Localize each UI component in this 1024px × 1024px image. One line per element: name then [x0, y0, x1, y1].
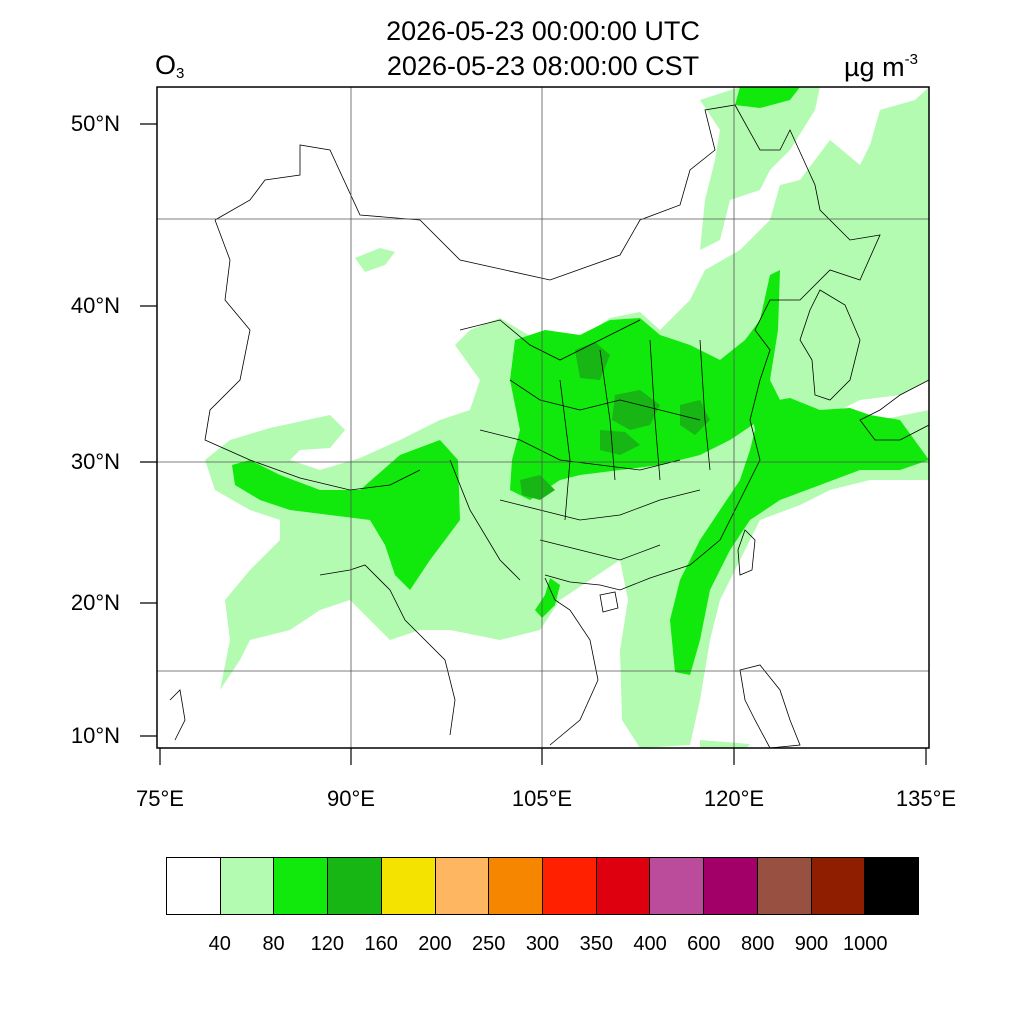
legend-tick-0: 40 — [208, 933, 231, 955]
sri-lanka-coast — [169, 689, 186, 741]
legend-swatch-5 — [435, 858, 490, 914]
lat-label-10n: 10°N — [70, 723, 120, 748]
korea-outline — [799, 289, 861, 401]
lon-label-120e: 120°E — [703, 786, 765, 811]
unit-label: µg m-3 — [844, 52, 918, 81]
legend-swatch-8 — [596, 858, 651, 914]
legend-swatch-4 — [381, 858, 436, 914]
legend-swatch-9 — [650, 858, 705, 914]
india-border — [204, 219, 421, 491]
lon-label-90e: 90°E — [327, 786, 375, 811]
taiwan-outline — [737, 529, 756, 576]
graticule — [157, 87, 929, 748]
title-utc-time: 2026-05-23 00:00:00 UTC — [386, 16, 700, 46]
burma-coast — [319, 564, 456, 736]
green-region-central-china — [510, 270, 780, 500]
hainan-outline — [599, 591, 619, 613]
legend-swatch-10 — [704, 858, 758, 914]
light-green-region-northeast — [700, 87, 820, 250]
legend-swatch-7 — [543, 858, 597, 914]
concentration-field — [157, 87, 929, 748]
map-frame — [156, 86, 930, 749]
dark-green-patch-4 — [520, 475, 555, 500]
japan-outline — [859, 379, 929, 441]
legend-swatch-12 — [811, 858, 866, 914]
legend-tick-3: 160 — [364, 933, 398, 955]
china-outline — [214, 104, 881, 591]
legend-swatch-0 — [167, 858, 221, 914]
lon-label-135e: 135°E — [895, 786, 957, 811]
lat-label-30n: 30°N — [70, 449, 120, 474]
legend-tick-7: 350 — [579, 933, 613, 955]
variable-subscript: 3 — [176, 65, 185, 82]
color-legend — [166, 857, 919, 915]
legend-swatch-13 — [865, 858, 919, 914]
green-layer — [232, 87, 929, 675]
green-region-south-patch — [535, 578, 560, 618]
lat-label-40n: 40°N — [70, 293, 120, 318]
legend-swatch-6 — [489, 858, 544, 914]
green-region-east-sea — [670, 398, 929, 675]
legend-tick-1: 80 — [262, 933, 285, 955]
unit-main: µg m — [844, 52, 905, 82]
legend-tick-9: 600 — [687, 933, 721, 955]
internal-provinces — [449, 319, 711, 581]
legend-tick-12: 1000 — [842, 933, 888, 955]
light-green-region-pacific — [700, 740, 750, 748]
legend-tick-6: 300 — [525, 933, 560, 955]
title-cst-time: 2026-05-23 08:00:00 CST — [386, 51, 700, 81]
dark-green-patch-3 — [600, 430, 640, 455]
unit-superscript: -3 — [904, 51, 918, 68]
green-region-north-patch — [735, 87, 800, 108]
variable-main: O — [155, 50, 177, 80]
legend-swatch-1 — [220, 858, 275, 914]
legend-tick-11: 900 — [794, 933, 829, 955]
dark-green-patch-5 — [680, 400, 710, 435]
dark-green-patch-1 — [575, 342, 610, 380]
lon-label-75e: 75°E — [136, 786, 184, 811]
legend-swatch-11 — [757, 858, 812, 914]
legend-tick-4: 200 — [418, 933, 452, 955]
indochina-coast — [544, 577, 599, 746]
legend-tick-10: 800 — [740, 933, 775, 955]
boundaries — [169, 104, 929, 748]
legend-swatch-3 — [328, 858, 382, 914]
green-region-himalaya — [232, 440, 460, 590]
light-green-region-mongolia — [355, 248, 395, 272]
dark-green-patch-2 — [612, 390, 660, 430]
lat-label-50n: 50°N — [70, 111, 120, 136]
legend-swatch-2 — [274, 858, 329, 914]
philippines-outline — [739, 664, 801, 748]
axis-ticks — [140, 123, 927, 765]
legend-tick-5: 250 — [472, 933, 506, 955]
dark-green-layer — [520, 342, 710, 500]
lon-label-105e: 105°E — [511, 786, 573, 811]
legend-tick-2: 120 — [310, 933, 345, 955]
variable-label: O3 — [155, 50, 185, 82]
legend-tick-8: 400 — [633, 933, 667, 955]
lat-label-20n: 20°N — [70, 590, 120, 615]
